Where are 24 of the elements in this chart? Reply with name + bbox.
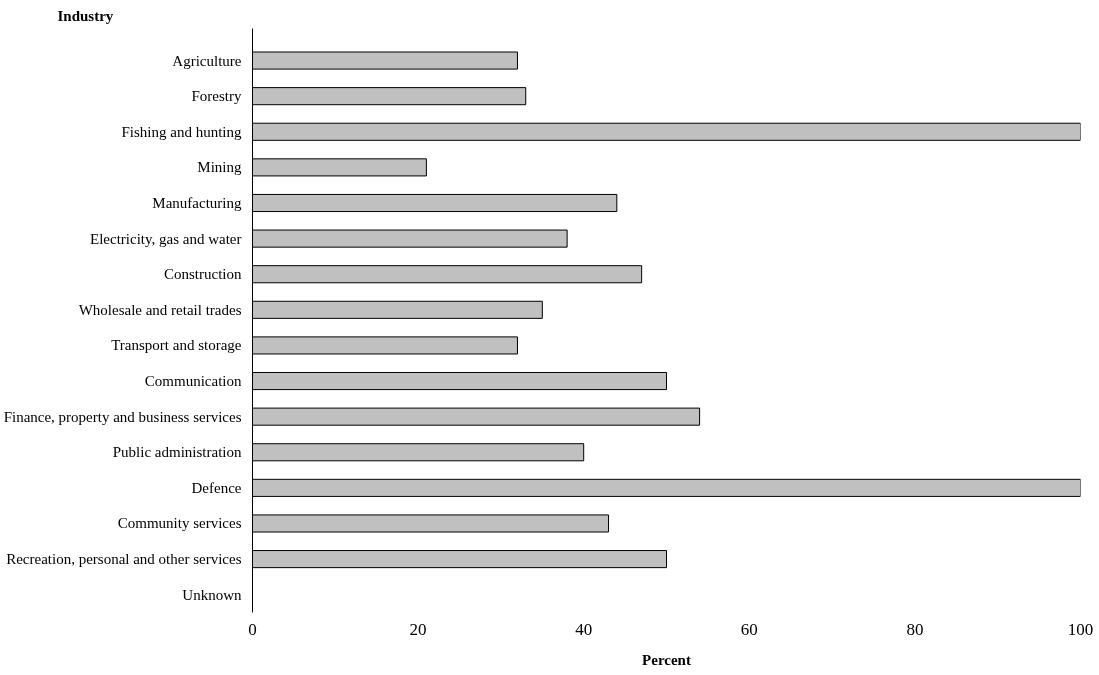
y-tick-label: Public administration	[112, 444, 242, 461]
y-tick-label: Transport and storage	[111, 337, 242, 354]
x-tick-label: 20	[409, 619, 427, 639]
y-tick-label: Unknown	[182, 586, 242, 603]
x-tick-label: 40	[575, 619, 593, 639]
x-axis-title: Percent	[642, 651, 691, 668]
y-tick-label: Manufacturing	[152, 194, 242, 211]
y-tick-label: Wholesale and retail trades	[78, 301, 242, 318]
y-tick-label: Recreation, personal and other services	[6, 551, 242, 568]
y-tick-label: Communication	[144, 373, 242, 390]
y-tick-label: Community services	[117, 515, 242, 532]
y-tick-label: Finance, property and business services	[3, 408, 242, 425]
x-tick-label: 100	[1067, 619, 1094, 639]
x-tick-label: 60	[740, 619, 758, 639]
y-tick-label: Fishing and hunting	[121, 123, 242, 140]
y-tick-label: Agriculture	[172, 52, 242, 69]
y-tick-label: Construction	[164, 266, 242, 283]
x-tick-label: 0	[248, 619, 257, 639]
y-tick-label: Mining	[197, 159, 242, 176]
y-tick-label: Defence	[191, 479, 242, 496]
y-tick-label: Electricity, gas and water	[90, 230, 242, 247]
x-tick-label: 80	[906, 619, 924, 639]
y-tick-label: Forestry	[191, 88, 242, 105]
y-axis-title: Industry	[57, 7, 114, 24]
